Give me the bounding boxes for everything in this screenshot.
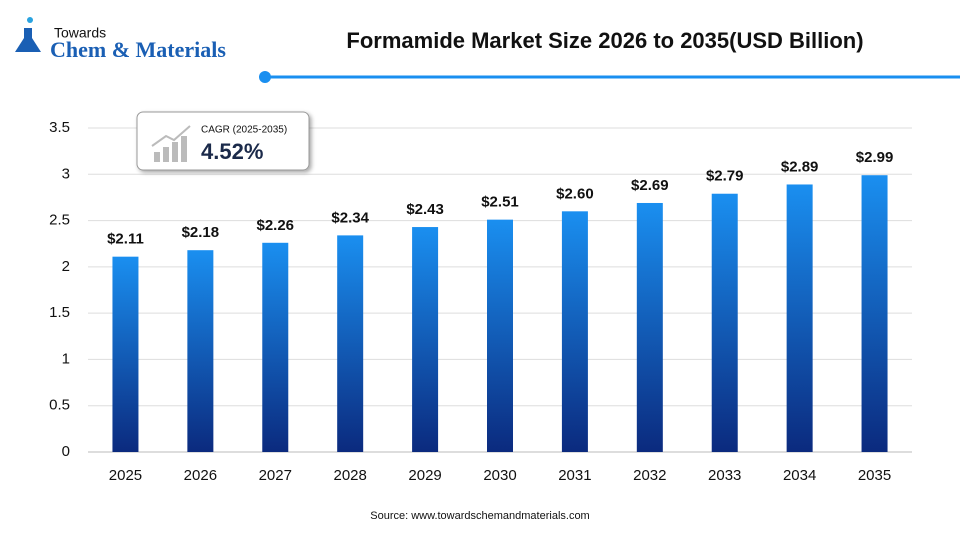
value-label: $2.43 [406, 201, 444, 218]
y-tick-label: 2 [62, 258, 70, 275]
value-label: $2.99 [856, 149, 894, 166]
value-label: $2.18 [182, 224, 220, 241]
value-label: $2.26 [256, 217, 294, 234]
x-tick-label: 2031 [558, 467, 591, 484]
value-label: $2.11 [107, 231, 144, 248]
bar [262, 242, 289, 452]
source: Source: www.towardschemandmaterials.com [370, 510, 589, 522]
logo-main: Chem & Materials [50, 37, 226, 62]
bar [636, 202, 663, 452]
bar [861, 175, 888, 452]
value-label: $2.79 [706, 168, 744, 185]
x-tick-label: 2025 [109, 467, 142, 484]
bar [487, 219, 513, 452]
x-tick-label: 2035 [858, 467, 891, 484]
bar [786, 184, 813, 452]
value-label: $2.69 [631, 177, 669, 194]
x-tick-label: 2029 [408, 467, 441, 484]
x-tick-label: 2027 [259, 467, 292, 484]
cagr-frame [136, 111, 310, 171]
cagr-value: 4.52% [201, 139, 263, 164]
logo-dot [27, 17, 33, 23]
y-tick-label: 2.5 [49, 212, 70, 229]
value-label: $2.34 [331, 209, 369, 226]
logo-top: Towards [54, 25, 106, 41]
x-tick-label: 2028 [333, 467, 366, 484]
title-rule-dot [259, 71, 271, 83]
x-tick-label: 2033 [708, 467, 741, 484]
y-tick-label: 0 [62, 443, 70, 460]
cagr-icon [151, 125, 191, 162]
x-tick-label: 2026 [184, 467, 217, 484]
bar [711, 193, 738, 452]
value-label: $2.89 [781, 158, 819, 175]
y-tick-label: 3 [62, 165, 70, 182]
value-label: $2.60 [556, 185, 594, 202]
logo: Towards Chem & Materials [15, 17, 226, 62]
cagr-label: CAGR (2025-2035) [201, 125, 287, 136]
cagr-box: CAGR (2025-2035) 4.52% [136, 111, 310, 171]
chart-title: Formamide Market Size 2026 to 2035(USD B… [346, 28, 863, 53]
y-tick-label: 1.5 [49, 304, 70, 321]
x-tick-label: 2034 [783, 467, 816, 484]
plot-area: 0 0.5 1 1.5 2 2.5 3 3.5 2025 $2.11 2026 $2.18 2027 $2… [49, 119, 912, 484]
x-tick-label: 2032 [633, 467, 666, 484]
bar [112, 256, 139, 452]
logo-icon [15, 28, 41, 52]
bar [187, 250, 214, 452]
x-tick-label: 2030 [483, 467, 516, 484]
value-label: $2.51 [481, 194, 519, 211]
bar [561, 211, 588, 452]
y-tick-label: 3.5 [49, 119, 70, 136]
y-tick-label: 0.5 [49, 397, 70, 414]
bar [337, 235, 364, 452]
y-tick-label: 1 [62, 350, 70, 367]
bar [412, 227, 439, 452]
